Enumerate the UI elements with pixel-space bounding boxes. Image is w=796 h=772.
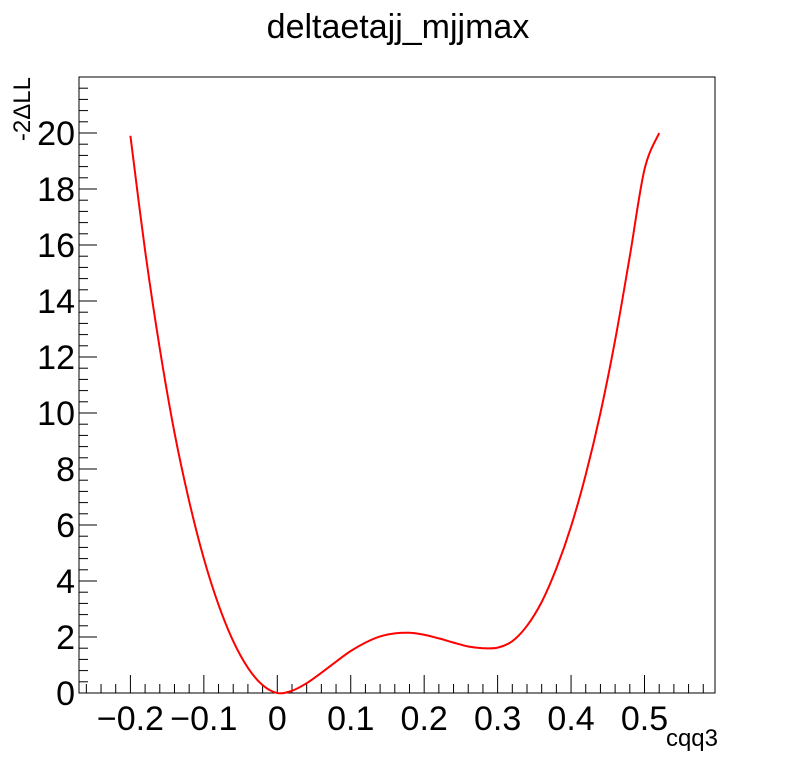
y-tick-label: 14 — [37, 283, 75, 321]
x-tick-label: −0.2 — [97, 700, 164, 738]
y-axis: 0 2 4 6 8 10 12 14 16 18 20 — [37, 76, 97, 713]
y-tick-label: 10 — [37, 395, 75, 433]
x-axis: −0.2 −0.1 0 0.1 0.2 0.3 0.4 0.5 — [85, 675, 704, 738]
x-tick-label: 0 — [268, 700, 287, 738]
y-tick-label: 20 — [37, 115, 75, 153]
x-tick-label: 0.2 — [401, 700, 448, 738]
x-tick-label: 0.3 — [474, 700, 521, 738]
plot-frame — [78, 76, 716, 694]
x-axis-title: cqq3 — [666, 725, 718, 752]
y-tick-label: 0 — [56, 675, 75, 713]
y-tick-label: 8 — [56, 451, 75, 489]
y-tick-label: 4 — [56, 563, 75, 601]
x-tick-label: −0.1 — [170, 700, 237, 738]
likelihood-curve — [129, 132, 661, 695]
y-tick-label: 12 — [37, 339, 75, 377]
y-tick-label: 18 — [37, 171, 75, 209]
y-tick-label: 2 — [56, 619, 75, 657]
x-tick-label: 0.1 — [327, 700, 374, 738]
chart-title: deltaetajj_mjjmax — [267, 8, 530, 46]
y-axis-title: -2ΔLL — [9, 77, 36, 141]
y-tick-label: 16 — [37, 227, 75, 265]
y-tick-label: 6 — [56, 507, 75, 545]
x-tick-label: 0.5 — [621, 700, 668, 738]
x-tick-label: 0.4 — [547, 700, 594, 738]
